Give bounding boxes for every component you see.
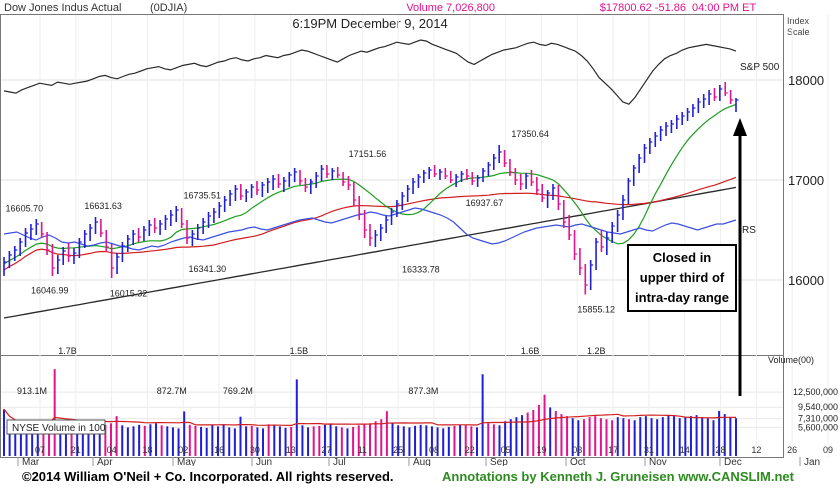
volume-annotation: 1.5B	[290, 346, 309, 356]
x-tick-label: 30	[250, 445, 260, 455]
volume-annotation: 1.6B	[521, 346, 540, 356]
rs-label: RS	[742, 225, 756, 236]
moving-average-red-line	[3, 176, 737, 271]
month-label: Mar	[22, 457, 40, 466]
x-tick-label: 26	[787, 445, 797, 455]
x-tick-label: 27	[322, 445, 332, 455]
callout-line-1: Closed in	[652, 250, 712, 265]
month-label: Nov	[649, 457, 667, 466]
volume-panel-frame	[0, 355, 784, 458]
x-tick-label: 12	[751, 445, 761, 455]
volume-annotation: 769.2M	[223, 386, 253, 396]
month-label: Jun	[256, 457, 272, 466]
indicator-lines	[3, 39, 737, 319]
x-tick-label: 11	[358, 445, 367, 455]
volume-legend: NYSE Volume in 100	[12, 423, 106, 434]
copyright-text: ©2014 William O'Neil + Co. Incorporated.…	[22, 469, 394, 484]
price-annotation: 16937.67	[466, 198, 504, 208]
volume-annotation: 913.1M	[17, 386, 47, 396]
price-annotation: 15855.12	[577, 304, 615, 314]
quote-time: 04:00 PM ET	[692, 2, 756, 14]
month-label: May	[177, 457, 196, 466]
x-tick-label: 04	[107, 445, 117, 455]
x-tick-label: 05	[501, 445, 511, 455]
sp500-line	[3, 39, 737, 105]
volume-annotation: 1.7B	[58, 346, 77, 356]
price-tick-label: 18000	[788, 73, 824, 88]
sp500-label: S&P 500	[740, 62, 780, 73]
scale-label-index: Index	[787, 16, 810, 26]
x-tick-label: 28	[716, 445, 726, 455]
price-tick-label: 16000	[788, 273, 824, 288]
month-label: Sep	[490, 457, 508, 466]
month-label: Apr	[97, 457, 113, 466]
x-tick-label: 07	[35, 445, 45, 455]
price-annotation: 16631.63	[84, 201, 122, 211]
x-tick-label: 09	[823, 445, 833, 455]
index-symbol: (0DJIA)	[150, 2, 187, 14]
volume-axis-title: Volume(00)	[768, 355, 814, 365]
x-tick-label: 17	[608, 445, 618, 455]
volume-annotation: 1.2B	[587, 346, 606, 356]
annotation-credit: Annotations by Kenneth J. Gruneisen www.…	[442, 469, 794, 484]
chart-datetime: 6:19PM December 9, 2014	[292, 16, 447, 31]
callout-line-3: intra-day range	[635, 290, 729, 305]
x-tick-label: 13	[286, 445, 296, 455]
x-tick-label: 19	[536, 445, 546, 455]
price-annotation: 16605.70	[6, 203, 44, 213]
x-tick-label: 16	[214, 445, 224, 455]
price-annotation: 16046.99	[31, 285, 69, 295]
scale-label-scale: Scale	[787, 27, 810, 37]
volume-annotation: 877.3M	[408, 386, 438, 396]
x-tick-label: 21	[71, 445, 81, 455]
month-label: Jul	[333, 457, 346, 466]
month-label: Jan	[804, 457, 820, 466]
x-tick-label: 14	[680, 445, 690, 455]
callout-line-2: upper third of	[639, 270, 725, 285]
month-label: Aug	[413, 457, 431, 466]
volume-tick-label: 9,540,000	[798, 402, 838, 412]
price-tick-label: 17000	[788, 173, 824, 188]
x-tick-label: 02	[178, 445, 188, 455]
price-annotation: 16341.30	[189, 264, 227, 274]
price-annotation: 16015.32	[110, 288, 148, 298]
annotation-callout: Closed in upper third of intra-day range	[627, 244, 737, 312]
x-tick-label: 31	[644, 445, 654, 455]
volume-readout: Volume 7,026,800	[406, 2, 495, 14]
price-annotation: 16333.78	[402, 265, 440, 275]
chart-background	[0, 0, 840, 466]
stock-chart: Dow Jones Indus Actual (0DJIA) Volume 7,…	[0, 0, 840, 466]
volume-legend-box	[6, 419, 106, 435]
x-tick-label: 25	[393, 445, 403, 455]
callout-arrow-head	[733, 118, 747, 136]
x-tick-label: 18	[142, 445, 152, 455]
volume-tick-label: 7,310,000	[798, 414, 838, 424]
volume-annotation: 872.7M	[157, 386, 187, 396]
footer: ©2014 William O'Neil + Co. Incorporated.…	[0, 466, 840, 488]
x-tick-label: 22	[465, 445, 475, 455]
price-annotation: 17350.64	[511, 129, 549, 139]
x-tick-label: 03	[572, 445, 582, 455]
x-tick-label: 08	[429, 445, 439, 455]
index-name: Dow Jones Indus Actual	[4, 2, 121, 14]
volume-average-line	[3, 408, 737, 427]
moving-average-green-line	[3, 103, 737, 265]
month-label: Dec	[724, 457, 742, 466]
price-annotation: 16735.51	[183, 190, 221, 200]
price-bars	[3, 82, 739, 295]
price-annotation: 17151.56	[349, 149, 387, 159]
price-quote: $17800.62 -51.86	[600, 2, 686, 14]
volume-tick-label: 5,600,000	[798, 422, 838, 432]
volume-tick-label: 12,500,000	[793, 387, 838, 397]
long-term-moving-average-line	[3, 186, 737, 319]
chart-labels: 18000 17000 16000 Volume(00) 12,500,000 9,540…	[6, 62, 838, 466]
rs-line	[3, 207, 737, 251]
month-label: Oct	[570, 457, 586, 466]
